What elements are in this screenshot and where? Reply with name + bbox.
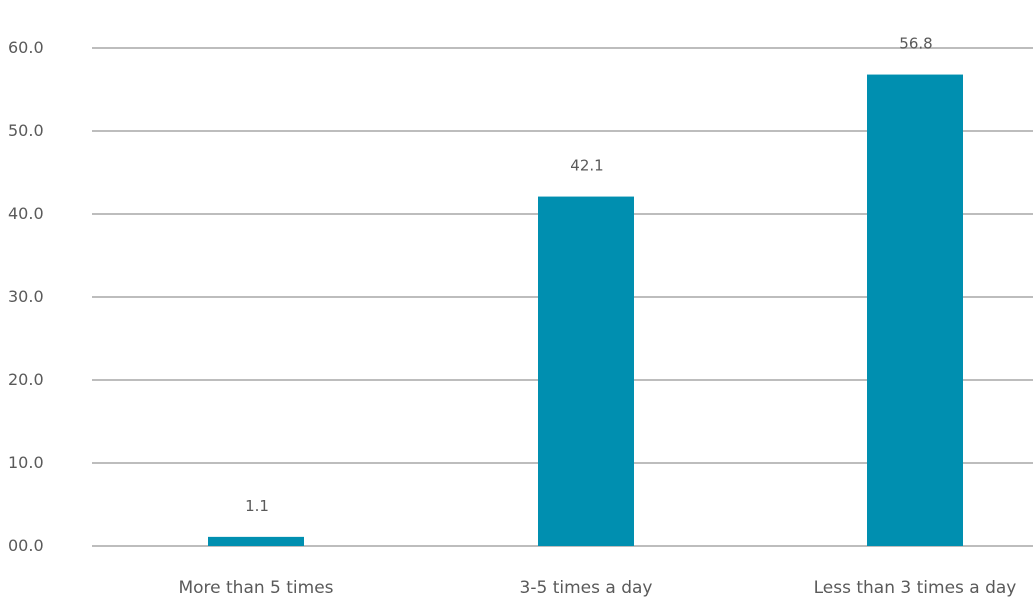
y-axis-tick-labels: 00.0 10.0 20.0 30.0 40.0 50.0 60.0 [8, 38, 44, 555]
x-category-label: Less than 3 times a day [814, 578, 1017, 598]
y-tick-label: 10.0 [8, 453, 44, 472]
x-category-label: 3-5 times a day [520, 578, 653, 598]
x-axis-category-labels: More than 5 times 3-5 times a day Less tha… [178, 578, 1016, 598]
data-labels: 1.1 42.1 56.8 [245, 35, 933, 515]
data-label: 42.1 [570, 157, 603, 175]
bar [208, 536, 304, 546]
data-label: 1.1 [245, 497, 269, 515]
y-tick-label: 60.0 [8, 38, 44, 57]
x-category-label: More than 5 times [178, 578, 333, 598]
y-tick-label: 50.0 [8, 121, 44, 140]
bar [538, 196, 634, 546]
bar [867, 74, 963, 546]
bars [208, 74, 963, 546]
y-tick-label: 00.0 [8, 536, 44, 555]
y-tick-label: 30.0 [8, 287, 44, 306]
y-tick-label: 20.0 [8, 370, 44, 389]
y-tick-label: 40.0 [8, 204, 44, 223]
data-label: 56.8 [899, 35, 932, 53]
